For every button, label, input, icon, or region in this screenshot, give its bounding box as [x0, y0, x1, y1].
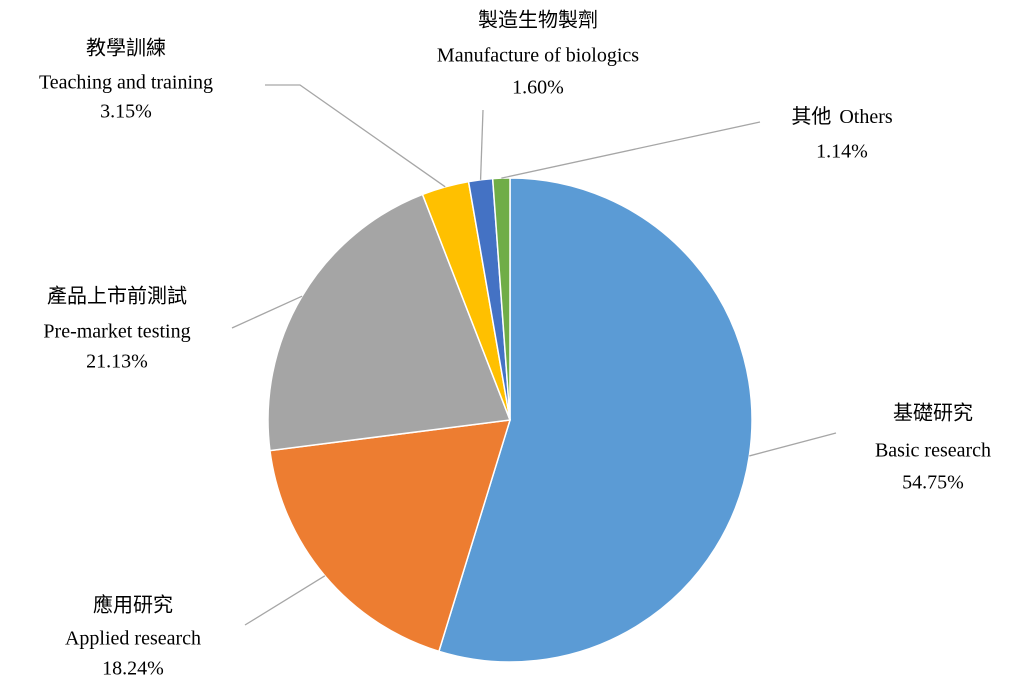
- pie-slice: [269, 419, 512, 653]
- label-zh: 其他: [791, 105, 831, 128]
- label-en: Basic research: [875, 440, 991, 462]
- label-zh: 教學訓練: [86, 37, 166, 60]
- leader-line: [749, 432, 837, 457]
- value-label: 18.24%: [102, 658, 164, 680]
- pie-slice: [267, 193, 512, 452]
- label-zh: 製造生物製劑: [478, 9, 598, 32]
- label-en: Pre-market testing: [43, 321, 190, 343]
- label-en: Manufacture of biologics: [437, 45, 639, 67]
- slice-label: 其他 Others: [791, 105, 893, 128]
- label-en: Applied research: [65, 628, 201, 650]
- leader-line: [244, 575, 326, 626]
- pie-slice: [437, 177, 753, 663]
- pie-slice: [491, 177, 511, 421]
- label-zh: 產品上市前測試: [47, 285, 187, 308]
- label-zh: 基礎研究: [893, 402, 973, 425]
- leader-line: [479, 109, 484, 180]
- leader-line: [265, 84, 446, 188]
- value-label: 1.14%: [816, 141, 868, 163]
- value-label: 21.13%: [86, 351, 148, 373]
- leader-line: [231, 295, 303, 329]
- value-label: 3.15%: [100, 101, 152, 123]
- label-zh: 應用研究: [93, 593, 173, 617]
- label-en: Teaching and training: [39, 72, 213, 94]
- value-label: 54.75%: [902, 472, 964, 494]
- value-label: 1.60%: [512, 77, 564, 99]
- leader-line: [501, 121, 761, 179]
- label-en: Others: [839, 106, 893, 128]
